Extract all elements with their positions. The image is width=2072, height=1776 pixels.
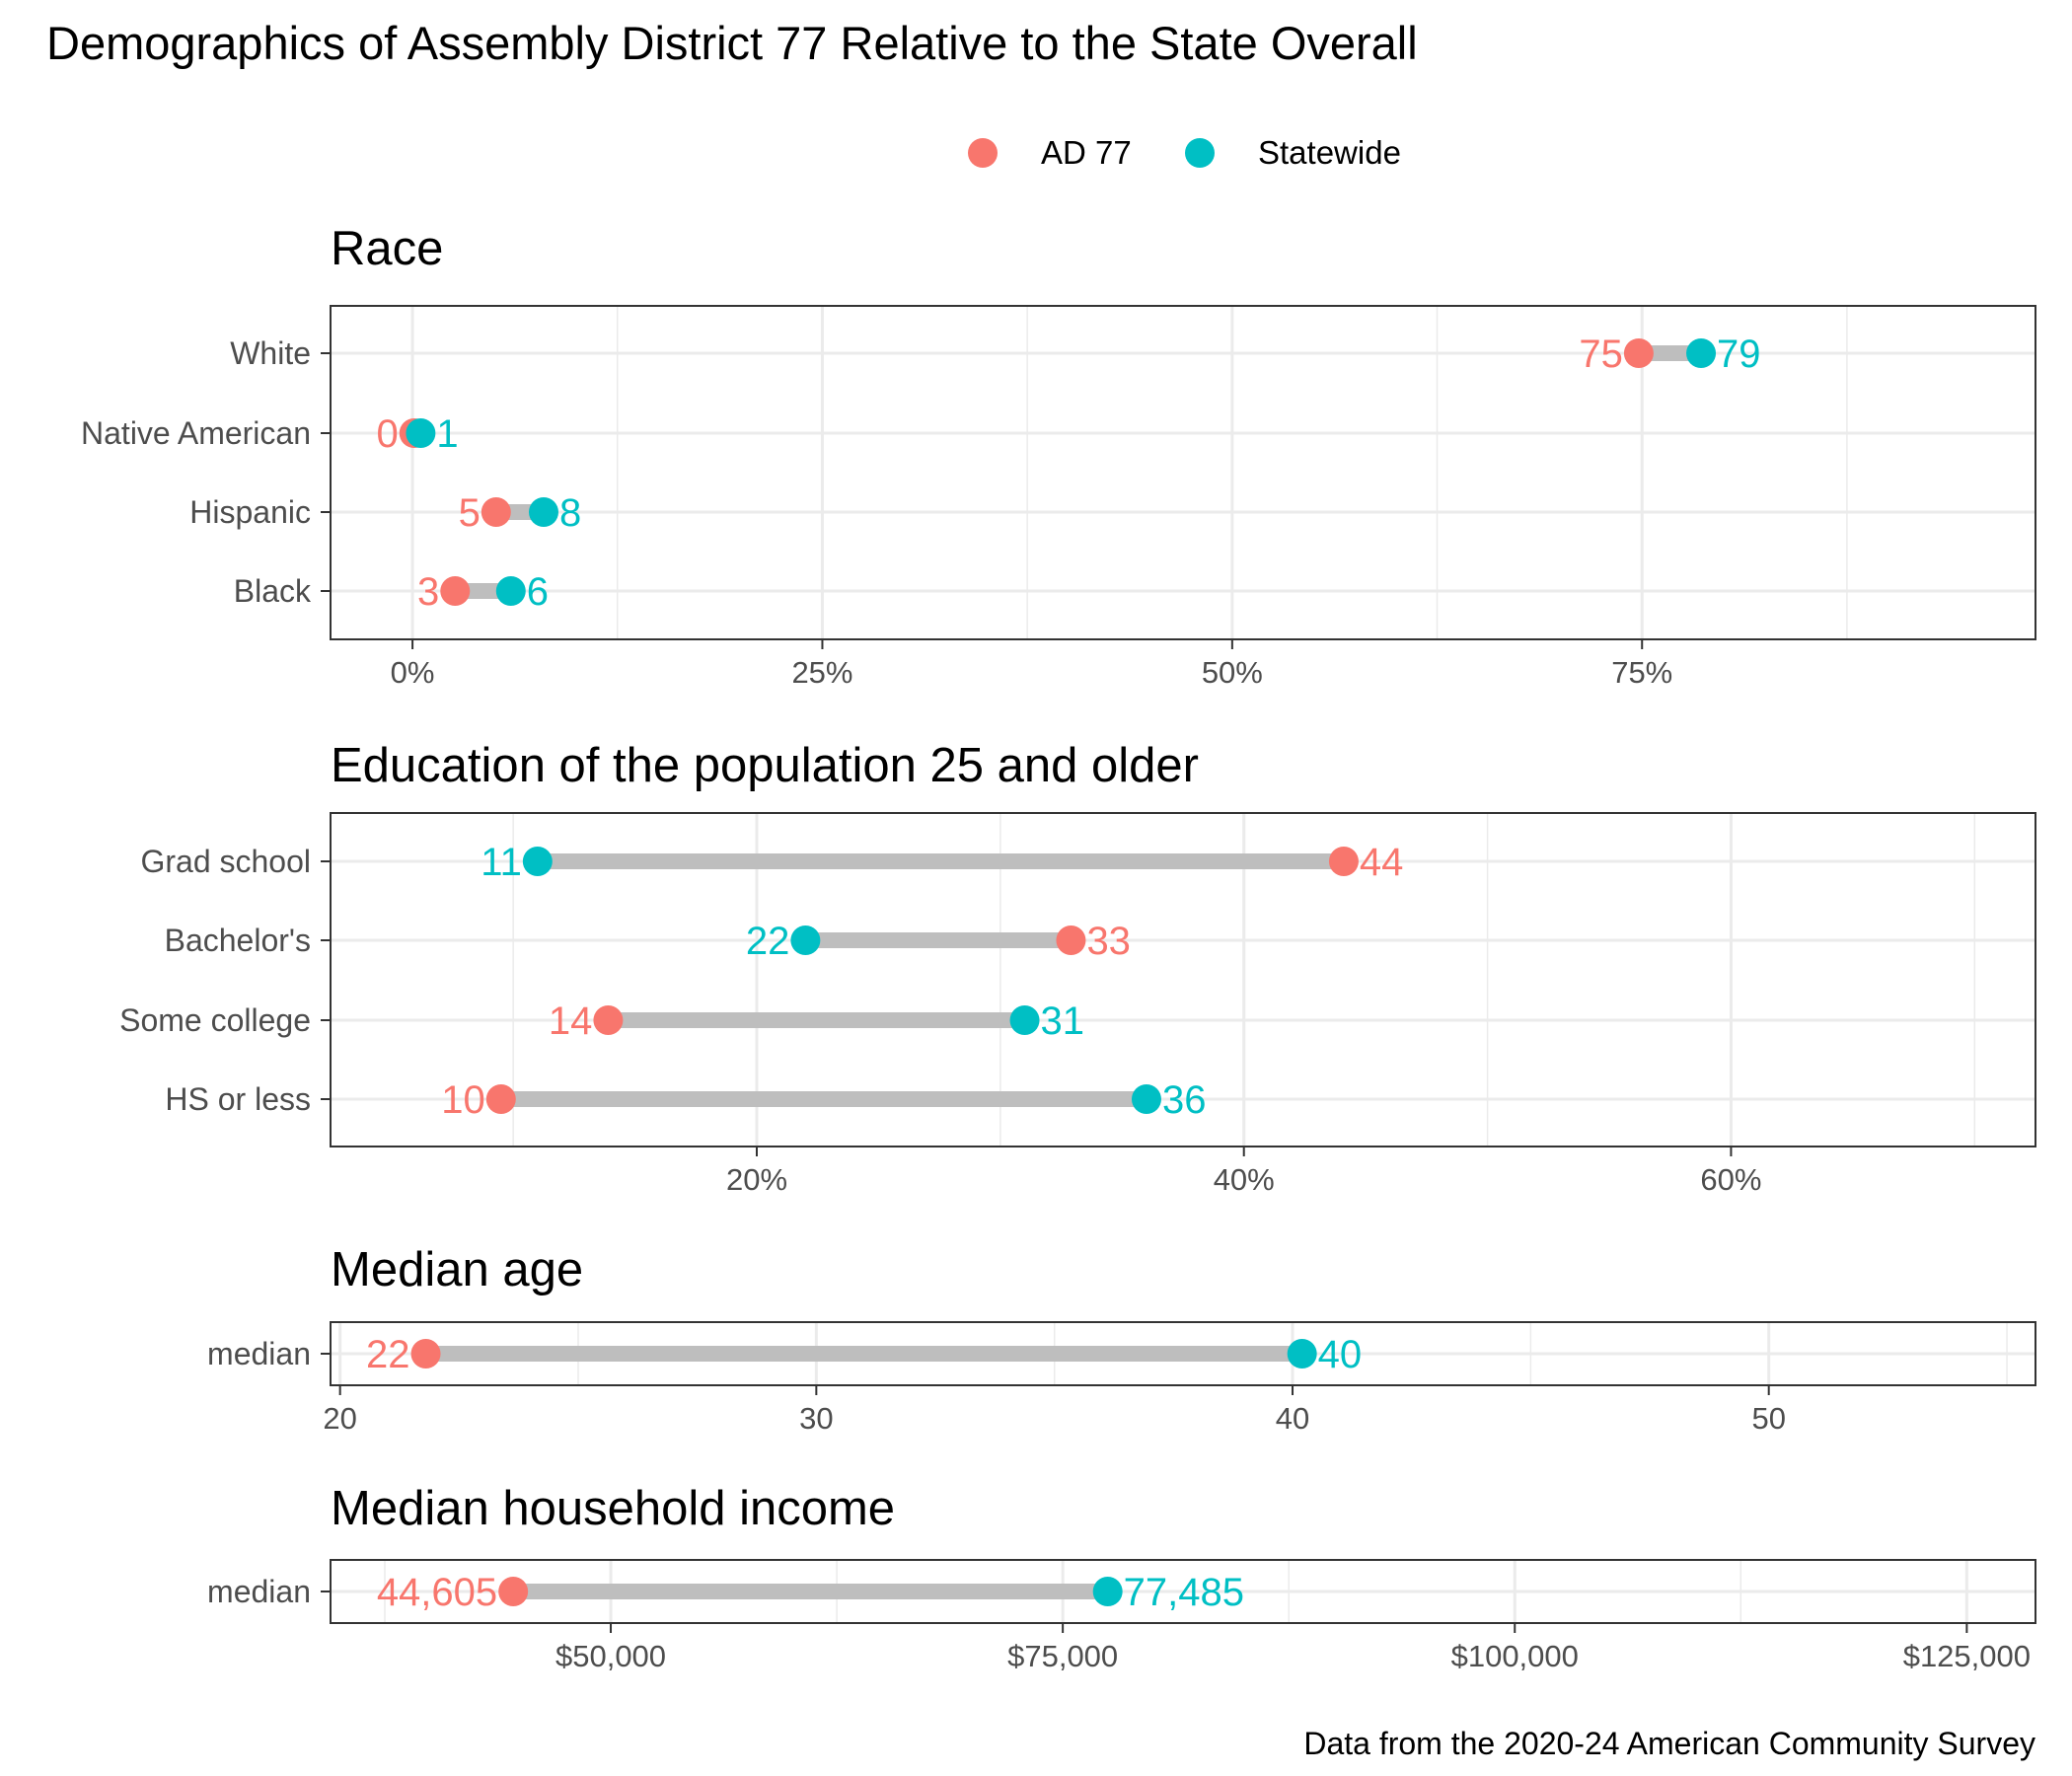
panel-2: Median age 22 40 median 20 30 40 50 bbox=[207, 1243, 2036, 1436]
point-statewide-1-1 bbox=[790, 925, 821, 955]
category-label-0-1: Native American bbox=[81, 415, 311, 451]
point-ad77-1-1 bbox=[1056, 925, 1086, 955]
value-label-ad77-0-0: 75 bbox=[1579, 333, 1623, 376]
panel-1: Education of the population 25 and older… bbox=[119, 739, 2036, 1197]
point-statewide-2-0 bbox=[1287, 1339, 1317, 1369]
category-label-0-2: Hispanic bbox=[189, 494, 311, 530]
panel-title-2: Median age bbox=[331, 1243, 583, 1296]
point-ad77-0-2 bbox=[481, 497, 511, 527]
point-statewide-1-3 bbox=[1131, 1084, 1161, 1114]
point-statewide-1-2 bbox=[1009, 1005, 1040, 1035]
point-ad77-0-3 bbox=[440, 576, 471, 606]
legend-key-1 bbox=[1185, 138, 1215, 168]
panel-border bbox=[330, 812, 2036, 1147]
value-label-statewide-0-3: 6 bbox=[527, 570, 549, 614]
category-label-1-2: Some college bbox=[119, 1002, 311, 1038]
category-label-1-1: Bachelor's bbox=[165, 923, 311, 958]
panel-border bbox=[330, 305, 2036, 640]
x-tick-label-1-0: 20% bbox=[726, 1162, 787, 1197]
point-ad77-1-0 bbox=[1328, 847, 1359, 876]
value-label-statewide-0-0: 79 bbox=[1717, 333, 1761, 376]
value-label-ad77-0-1: 0 bbox=[376, 412, 398, 456]
category-label-3-0: median bbox=[207, 1574, 311, 1609]
caption: Data from the 2020-24 American Community… bbox=[1303, 1726, 2035, 1761]
panel-background bbox=[331, 306, 2035, 639]
value-label-ad77-0-2: 5 bbox=[459, 491, 481, 535]
panels: Race 75 79 White 0 1 Native American 5 8 Hispanic… bbox=[81, 222, 2036, 1673]
value-label-ad77-1-3: 10 bbox=[441, 1078, 485, 1122]
panel-title-1: Education of the population 25 and older bbox=[331, 739, 1199, 792]
category-label-0-3: Black bbox=[234, 573, 312, 609]
category-label-2-0: median bbox=[207, 1336, 311, 1371]
category-label-1-3: HS or less bbox=[165, 1081, 311, 1117]
legend-label-1: Statewide bbox=[1258, 134, 1401, 171]
legend-key-0 bbox=[968, 138, 998, 168]
value-label-statewide-1-0: 11 bbox=[481, 841, 522, 884]
panel-border bbox=[330, 1321, 2036, 1386]
value-label-ad77-3-0: 44,605 bbox=[377, 1571, 497, 1614]
panel-title-3: Median household income bbox=[331, 1482, 895, 1535]
x-tick-label-0-2: 50% bbox=[1202, 655, 1263, 690]
x-tick-label-0-1: 25% bbox=[791, 655, 852, 690]
point-ad77-2-0 bbox=[410, 1339, 441, 1369]
value-label-statewide-1-2: 31 bbox=[1041, 999, 1085, 1043]
x-tick-label-2-0: 20 bbox=[323, 1401, 356, 1436]
point-statewide-1-0 bbox=[522, 847, 553, 876]
value-label-statewide-1-1: 22 bbox=[746, 920, 790, 963]
value-label-statewide-3-0: 77,485 bbox=[1124, 1571, 1244, 1614]
legend: AD 77 Statewide bbox=[968, 134, 1401, 171]
value-label-ad77-1-2: 14 bbox=[549, 999, 593, 1043]
value-label-statewide-0-2: 8 bbox=[559, 491, 581, 535]
value-label-statewide-2-0: 40 bbox=[1318, 1333, 1363, 1376]
x-tick-label-1-1: 40% bbox=[1214, 1162, 1275, 1197]
x-tick-label-2-3: 50 bbox=[1751, 1401, 1785, 1436]
point-statewide-0-2 bbox=[529, 497, 558, 527]
point-ad77-1-2 bbox=[593, 1005, 624, 1035]
point-statewide-0-3 bbox=[495, 576, 526, 606]
panel-0: Race 75 79 White 0 1 Native American 5 8 Hispanic… bbox=[81, 222, 2036, 690]
x-tick-label-3-2: $100,000 bbox=[1451, 1639, 1579, 1673]
panel-border bbox=[330, 1559, 2036, 1624]
x-tick-label-0-3: 75% bbox=[1611, 655, 1672, 690]
chart-title: Demographics of Assembly District 77 Rel… bbox=[46, 17, 1418, 69]
point-ad77-3-0 bbox=[498, 1577, 529, 1606]
x-tick-label-3-0: $50,000 bbox=[555, 1639, 666, 1673]
x-tick-label-3-3: $125,000 bbox=[1903, 1639, 2031, 1673]
value-label-statewide-0-1: 1 bbox=[436, 412, 458, 456]
point-statewide-0-1 bbox=[406, 418, 436, 448]
panel-3: Median household income 44,605 77,485 media… bbox=[207, 1482, 2036, 1673]
value-label-ad77-1-0: 44 bbox=[1360, 841, 1404, 884]
point-statewide-3-0 bbox=[1092, 1577, 1123, 1606]
value-label-statewide-1-3: 36 bbox=[1162, 1078, 1207, 1122]
x-tick-label-1-2: 60% bbox=[1700, 1162, 1761, 1197]
point-ad77-1-3 bbox=[485, 1084, 516, 1114]
legend-label-0: AD 77 bbox=[1041, 134, 1132, 171]
x-tick-label-0-0: 0% bbox=[391, 655, 435, 690]
x-tick-label-3-1: $75,000 bbox=[1007, 1639, 1118, 1673]
category-label-1-0: Grad school bbox=[140, 844, 311, 879]
point-ad77-0-0 bbox=[1623, 338, 1654, 368]
x-tick-label-2-2: 40 bbox=[1276, 1401, 1309, 1436]
category-label-0-0: White bbox=[230, 335, 311, 371]
value-label-ad77-1-1: 33 bbox=[1086, 920, 1131, 963]
value-label-ad77-0-3: 3 bbox=[417, 570, 439, 614]
x-tick-label-2-1: 30 bbox=[799, 1401, 833, 1436]
value-label-ad77-2-0: 22 bbox=[366, 1333, 410, 1376]
panel-title-0: Race bbox=[331, 222, 443, 275]
point-statewide-0-0 bbox=[1686, 338, 1717, 368]
